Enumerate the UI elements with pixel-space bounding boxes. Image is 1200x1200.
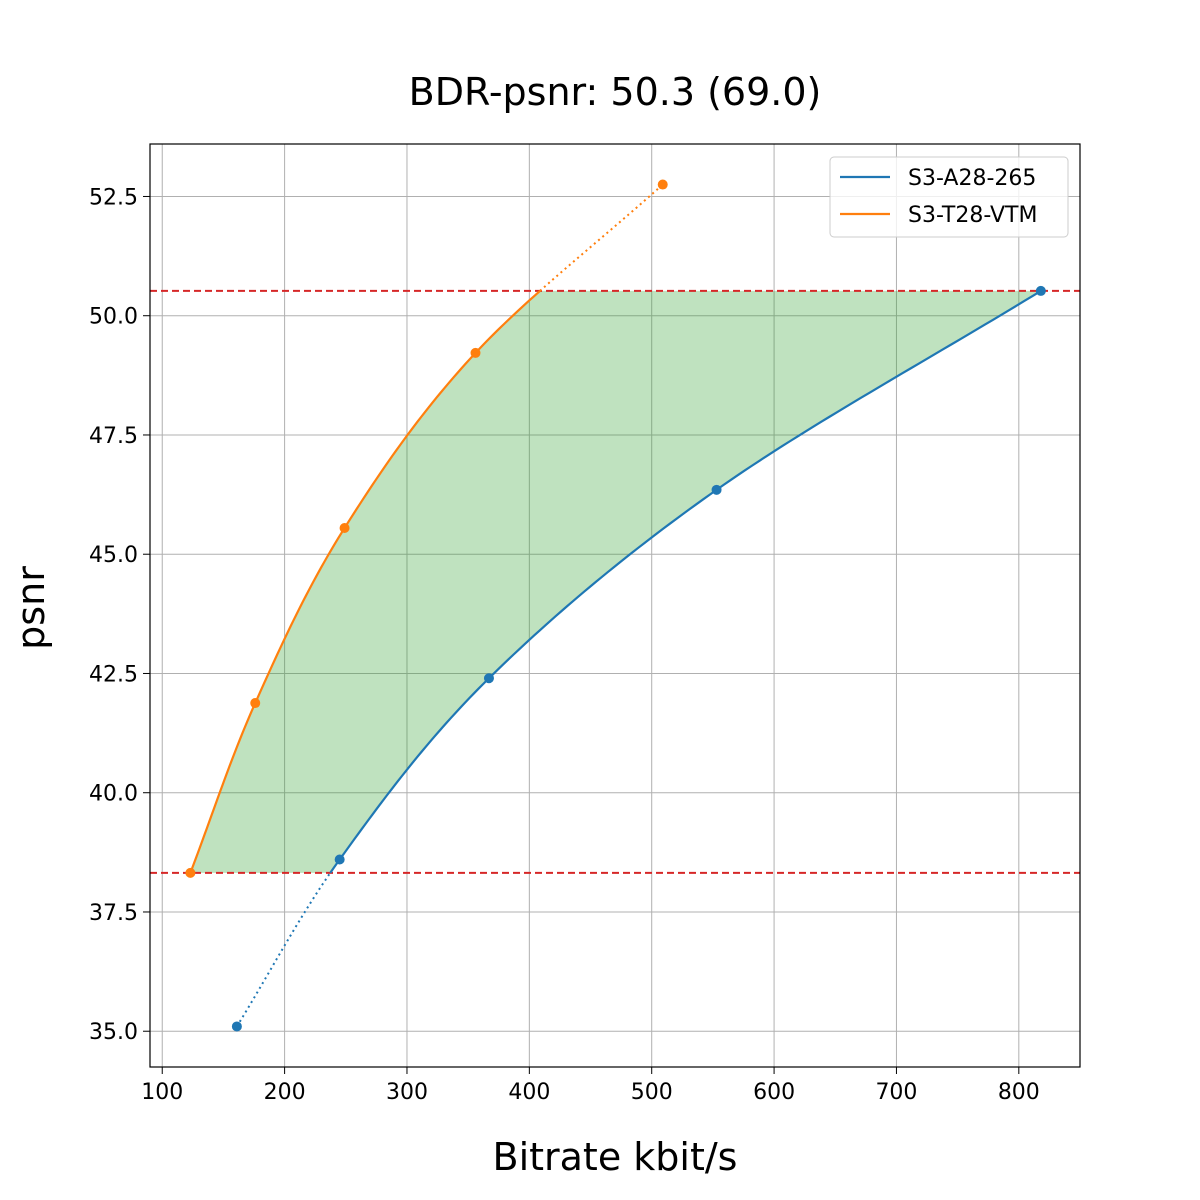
legend: S3-A28-265 S3-T28-VTM — [829, 156, 1069, 238]
data-point — [711, 484, 722, 495]
y-tick-label: 42.5 — [89, 662, 138, 687]
y-tick-label: 35.0 — [89, 1020, 138, 1045]
x-tick-label: 600 — [753, 1080, 795, 1105]
series-extrapolation-line — [236, 872, 332, 1027]
x-tick-label: 700 — [875, 1080, 917, 1105]
x-axis-label: Bitrate kbit/s — [493, 1135, 738, 1179]
series-layer — [185, 179, 1046, 1032]
y-axis-label: psnr — [9, 566, 53, 650]
y-tick-label: 40.0 — [89, 782, 138, 807]
data-point — [1035, 285, 1046, 296]
y-tick-label: 45.0 — [89, 543, 138, 568]
data-point — [470, 347, 481, 358]
legend-label-s3-t28-vtm: S3-T28-VTM — [908, 203, 1037, 228]
data-point — [657, 179, 668, 190]
series-line — [189, 290, 541, 874]
series-line — [329, 289, 1042, 874]
plot-frame — [149, 143, 1081, 1068]
x-tick-label: 500 — [631, 1080, 673, 1105]
series-s3-t28-vtm — [185, 179, 668, 878]
y-tick-label: 37.5 — [89, 901, 138, 926]
data-point — [231, 1021, 242, 1032]
y-tick-label: 50.0 — [89, 305, 138, 330]
data-point — [250, 698, 261, 709]
reference-lines — [150, 289, 1080, 874]
data-point — [483, 673, 494, 684]
data-point — [339, 522, 350, 533]
x-tick-label: 400 — [508, 1080, 550, 1105]
grid — [150, 144, 1080, 1067]
bd-area — [190, 290, 1041, 873]
x-tick-label: 200 — [264, 1080, 306, 1105]
x-tick-label: 100 — [141, 1080, 183, 1105]
y-tick-label: 52.5 — [89, 185, 138, 210]
data-point — [334, 854, 345, 865]
series-s3-a28-265 — [231, 285, 1046, 1032]
x-tick-label: 800 — [998, 1080, 1040, 1105]
x-tick-label: 300 — [386, 1080, 428, 1105]
data-point — [185, 867, 196, 878]
bd-fill-area — [190, 290, 1041, 873]
y-tick-label: 47.5 — [89, 424, 138, 449]
legend-label-s3-a28-265: S3-A28-265 — [908, 166, 1036, 191]
chart-title: BDR-psnr: 50.3 (69.0) — [409, 70, 822, 114]
ticks: 100 200 300 400 500 600 700 800 35.0 37.5 40.0 42.5… — [89, 185, 1040, 1105]
